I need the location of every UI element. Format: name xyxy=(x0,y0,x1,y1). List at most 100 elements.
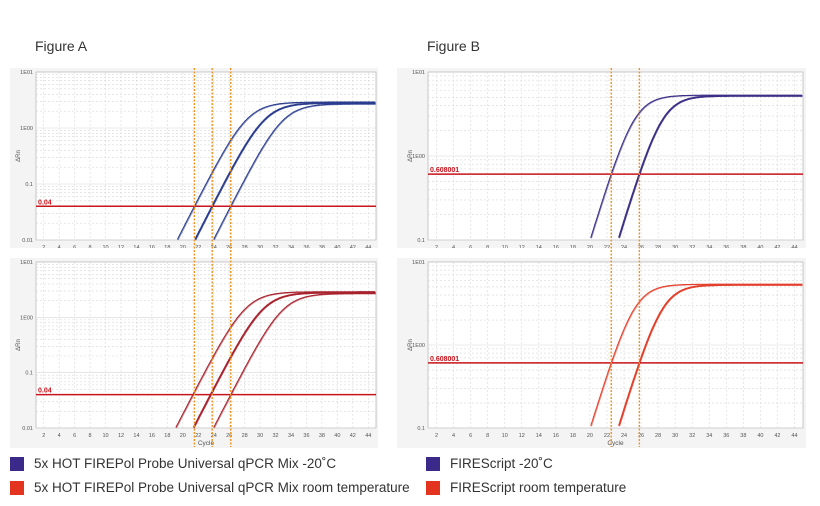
x-axis-label: Cycle xyxy=(607,440,624,447)
x-tick-label: 38 xyxy=(319,245,325,248)
x-tick-label: 28 xyxy=(242,245,248,248)
x-tick-label: 40 xyxy=(757,245,763,248)
legend-swatch xyxy=(10,456,24,471)
x-tick-label: 44 xyxy=(365,433,371,439)
x-tick-label: 26 xyxy=(226,433,232,439)
x-tick-label: 30 xyxy=(672,433,678,439)
x-tick-label: 4 xyxy=(452,245,455,248)
x-tick-label: 22 xyxy=(195,433,201,439)
chart-figure-a-top: 2 4 6 8 10 12 14 16 18 20 22 24 26 28 30 32 34 36 38 40 42 44… xyxy=(10,68,378,248)
legend-swatch xyxy=(426,456,440,471)
x-tick-label: 10 xyxy=(502,245,508,248)
x-tick-label: 14 xyxy=(133,245,139,248)
x-tick-label: 34 xyxy=(706,433,712,439)
y-tick-label: 1E01 xyxy=(412,70,425,76)
legend-swatch xyxy=(10,480,24,495)
y-tick-label: 1E01 xyxy=(20,260,33,266)
x-tick-label: 14 xyxy=(133,433,139,439)
y-tick-label: 1E00 xyxy=(20,126,33,132)
x-tick-label: 22 xyxy=(195,245,201,248)
legend-item-a-rt: 5x HOT FIREPol Probe Universal qPCR Mix … xyxy=(10,480,410,495)
amplification-curve-replicate xyxy=(214,293,377,429)
plot-area xyxy=(35,261,377,429)
x-tick-label: 34 xyxy=(288,245,294,248)
x-tick-label: 42 xyxy=(350,245,356,248)
x-tick-label: 4 xyxy=(58,433,61,439)
plot-area xyxy=(35,71,377,241)
x-tick-label: 34 xyxy=(706,245,712,248)
x-tick-label: 26 xyxy=(638,245,644,248)
x-tick-label: 30 xyxy=(672,245,678,248)
legend-label: FIREScript -20˚C xyxy=(450,456,553,471)
threshold-label: 0.608001 xyxy=(430,167,459,174)
x-tick-label: 8 xyxy=(89,433,92,439)
x-tick-label: 8 xyxy=(486,245,489,248)
x-tick-label: 6 xyxy=(469,245,472,248)
x-tick-label: 32 xyxy=(272,245,278,248)
figure-a-title: Figure A xyxy=(35,38,88,54)
x-tick-label: 26 xyxy=(638,433,644,439)
x-tick-label: 38 xyxy=(319,433,325,439)
x-tick-label: 20 xyxy=(587,433,593,439)
x-tick-label: 10 xyxy=(102,433,108,439)
y-tick-label: 0.1 xyxy=(25,371,33,377)
x-tick-label: 16 xyxy=(553,245,559,248)
threshold-label: 0.04 xyxy=(38,199,52,206)
x-tick-label: 2 xyxy=(42,245,45,248)
x-tick-label: 2 xyxy=(435,245,438,248)
x-tick-label: 18 xyxy=(570,245,576,248)
y-axis-label: ΔRn xyxy=(16,339,22,351)
x-tick-label: 30 xyxy=(257,433,263,439)
x-tick-label: 16 xyxy=(553,433,559,439)
amplification-curve xyxy=(192,291,376,428)
chart-figure-b-top: 2 4 6 8 10 12 14 16 18 20 22 24 26 28 30 32 34 36 38 40 42 44… xyxy=(397,68,806,248)
x-tick-label: 10 xyxy=(502,433,508,439)
chart-figure-b-bottom: 2 4 6 8 10 12 14 16 18 20 22 24 26 28 30 32 34 36 38 40 42 44… xyxy=(397,258,806,448)
x-tick-label: 22 xyxy=(604,245,610,248)
y-tick-label: 1E00 xyxy=(412,343,425,349)
x-tick-label: 28 xyxy=(242,433,248,439)
x-tick-label: 28 xyxy=(655,245,661,248)
legend-item-b-rt: FIREScript room temperature xyxy=(426,480,626,495)
chart-figure-a-bottom: 2 4 6 8 10 12 14 16 18 20 22 24 26 28 30 32 34 36 38 40 42 44… xyxy=(10,258,378,448)
figure-b-title: Figure B xyxy=(427,38,480,54)
x-tick-label: 38 xyxy=(740,245,746,248)
y-tick-label: 1E00 xyxy=(412,154,425,160)
x-tick-label: 20 xyxy=(180,245,186,248)
x-tick-label: 18 xyxy=(164,245,170,248)
x-tick-label: 42 xyxy=(774,433,780,439)
amplification-curve xyxy=(213,292,376,428)
x-tick-label: 32 xyxy=(689,433,695,439)
x-tick-label: 36 xyxy=(303,245,309,248)
x-tick-label: 40 xyxy=(757,433,763,439)
x-tick-label: 26 xyxy=(226,245,232,248)
x-tick-label: 4 xyxy=(58,245,61,248)
x-tick-label: 28 xyxy=(655,433,661,439)
y-axis-label: ΔRn xyxy=(16,150,22,162)
x-tick-label: 36 xyxy=(723,245,729,248)
x-tick-label: 12 xyxy=(118,245,124,248)
x-tick-label: 44 xyxy=(791,433,797,439)
legend-label: 5x HOT FIREPol Probe Universal qPCR Mix … xyxy=(34,480,410,495)
x-tick-label: 6 xyxy=(73,245,76,248)
x-tick-label: 8 xyxy=(89,245,92,248)
threshold-label: 0.608001 xyxy=(430,356,459,363)
x-tick-label: 24 xyxy=(621,245,627,248)
amplification-curve-replicate xyxy=(214,104,377,241)
y-tick-label: 1E01 xyxy=(412,260,425,266)
x-tick-label: 36 xyxy=(723,433,729,439)
x-tick-label: 12 xyxy=(118,433,124,439)
amplification-curve xyxy=(213,103,376,240)
legend-item-b-cold: FIREScript -20˚C xyxy=(426,456,553,471)
legend-label: 5x HOT FIREPol Probe Universal qPCR Mix … xyxy=(34,456,337,471)
x-tick-label: 32 xyxy=(272,433,278,439)
y-tick-label: 0.1 xyxy=(417,238,425,244)
x-tick-label: 40 xyxy=(334,433,340,439)
x-tick-label: 30 xyxy=(257,245,263,248)
x-tick-label: 40 xyxy=(334,245,340,248)
x-tick-label: 24 xyxy=(211,433,217,439)
x-tick-label: 42 xyxy=(350,433,356,439)
x-tick-label: 6 xyxy=(73,433,76,439)
x-tick-label: 10 xyxy=(102,245,108,248)
